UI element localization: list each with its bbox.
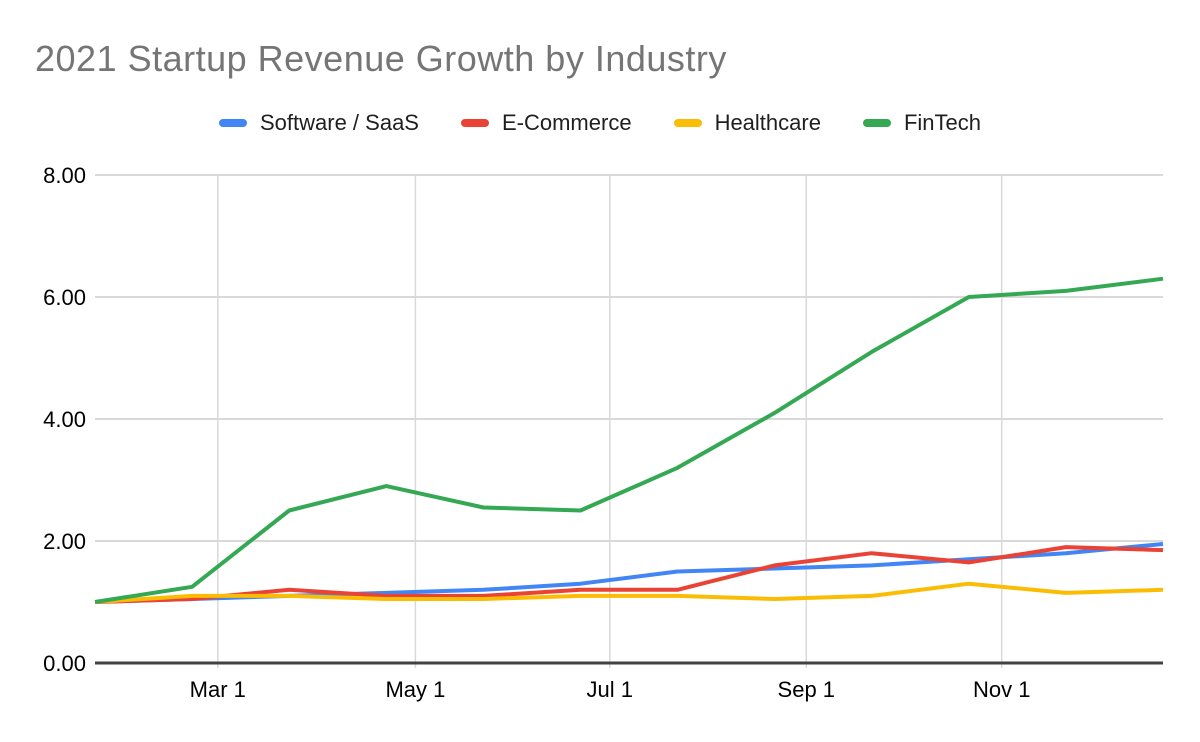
legend-swatch-e-commerce bbox=[460, 119, 489, 127]
legend-swatch-fintech bbox=[862, 119, 891, 127]
x-tick-label-may-1: May 1 bbox=[385, 677, 445, 702]
legend-label-fintech: FinTech bbox=[903, 110, 981, 135]
x-tick-label-mar-1: Mar 1 bbox=[190, 677, 246, 702]
chart-legend: Software / SaaS E-Commerce Healthcare FinTe… bbox=[0, 110, 1200, 136]
y-tick-label-8.00: 8.00 bbox=[43, 163, 86, 188]
legend-label-software-saas: Software / SaaS bbox=[260, 110, 419, 135]
y-tick-label-2.00: 2.00 bbox=[43, 529, 86, 554]
legend-swatch-software-saas bbox=[219, 119, 247, 127]
legend-label-e-commerce: E-Commerce bbox=[501, 110, 632, 135]
legend-item-software-saas: Software / SaaS bbox=[219, 110, 419, 136]
y-tick-label-6.00: 6.00 bbox=[43, 285, 86, 310]
legend-item-e-commerce: E-Commerce bbox=[460, 110, 632, 136]
x-tick-label-jul-1: Jul 1 bbox=[587, 677, 633, 702]
x-tick-label-sep-1: Sep 1 bbox=[778, 677, 836, 702]
y-tick-label-0.00: 0.00 bbox=[43, 651, 86, 676]
x-tick-label-nov-1: Nov 1 bbox=[973, 677, 1030, 702]
legend-item-fintech: FinTech bbox=[862, 110, 981, 136]
chart-title: 2021 Startup Revenue Growth by Industry bbox=[35, 38, 727, 79]
legend-label-healthcare: Healthcare bbox=[714, 110, 821, 135]
series-line-healthcare bbox=[94, 581, 1164, 604]
series-line-e-commerce bbox=[94, 545, 1164, 604]
legend-swatch-healthcare bbox=[673, 119, 702, 127]
y-tick-label-4.00: 4.00 bbox=[43, 407, 86, 432]
series-line-fintech bbox=[94, 276, 1164, 604]
legend-item-healthcare: Healthcare bbox=[673, 110, 821, 136]
